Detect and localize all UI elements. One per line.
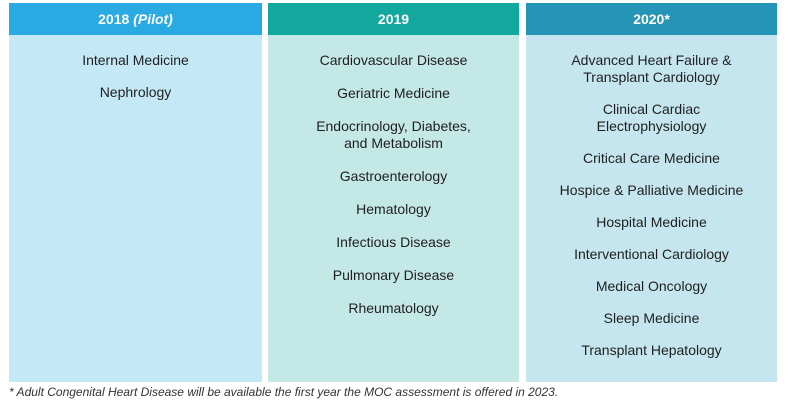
list-item-line: Endocrinology, Diabetes, (316, 118, 471, 134)
column-2019: 2019 Cardiovascular Disease Geriatric Me… (268, 3, 519, 382)
list-item-multiline: Clinical Cardiac Electrophysiology (597, 101, 707, 135)
list-item: Geriatric Medicine (337, 85, 450, 101)
header-year-2019: 2019 (377, 11, 410, 27)
list-item: Sleep Medicine (603, 310, 700, 326)
header-year-2018: 2018 (98, 11, 130, 27)
list-item-multiline: Endocrinology, Diabetes, and Metabolism (316, 118, 471, 152)
list-item: Transplant Hepatology (581, 342, 722, 358)
list-item: Gastroenterology (339, 168, 448, 184)
list-item: Rheumatology (348, 300, 439, 316)
list-item-line: and Metabolism (344, 135, 443, 151)
column-header-2020: 2020* (526, 3, 777, 35)
list-item-line: Transplant Cardiology (583, 69, 720, 85)
list-item: Interventional Cardiology (574, 246, 729, 262)
header-qualifier-pilot: (Pilot) (133, 11, 173, 27)
list-item: Hospital Medicine (596, 214, 707, 230)
column-body-2020: Advanced Heart Failure & Transplant Card… (526, 35, 777, 382)
list-item: Medical Oncology (595, 278, 708, 294)
column-2020: 2020* Advanced Heart Failure & Transplan… (526, 3, 777, 382)
list-item: Internal Medicine (82, 52, 189, 68)
list-item-multiline: Advanced Heart Failure & Transplant Card… (571, 52, 731, 86)
list-item: Infectious Disease (336, 234, 451, 250)
column-header-2019: 2019 (268, 3, 519, 35)
column-2018: 2018 (Pilot) Internal Medicine Nephrolog… (9, 3, 262, 382)
footnote: * Adult Congenital Heart Disease will be… (9, 385, 559, 399)
list-item: Critical Care Medicine (583, 150, 720, 166)
header-year-2020: 2020* (633, 11, 670, 27)
list-item-line: Advanced Heart Failure & (571, 52, 732, 68)
column-header-2018: 2018 (Pilot) (9, 3, 262, 35)
list-item: Hematology (356, 201, 431, 217)
list-item: Hospice & Palliative Medicine (559, 182, 744, 198)
list-item: Pulmonary Disease (332, 267, 455, 283)
list-item: Nephrology (99, 84, 172, 100)
column-body-2019: Cardiovascular Disease Geriatric Medicin… (268, 35, 519, 382)
list-item: Cardiovascular Disease (319, 52, 468, 68)
column-body-2018: Internal Medicine Nephrology (9, 35, 262, 382)
list-item-line: Clinical Cardiac (602, 101, 701, 117)
list-item-line: Electrophysiology (596, 118, 707, 134)
